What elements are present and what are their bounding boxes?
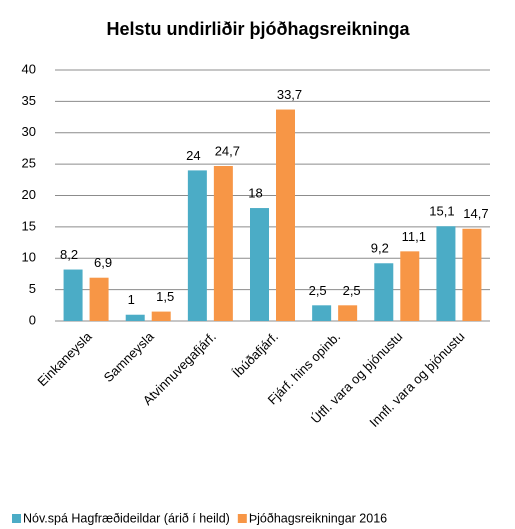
bar <box>400 251 420 321</box>
y-tick-label: 15 <box>22 218 36 233</box>
x-tick-label: Íbúðafjárf. <box>230 329 281 380</box>
x-tick-label: Samneysla <box>101 328 158 385</box>
bar <box>187 170 207 321</box>
legend-label: Nóv.spá Hagfræðideildar (árið í heild) <box>23 511 230 525</box>
data-label: 6,9 <box>94 255 112 270</box>
legend-label: Þjóðhagsreikningar 2016 <box>249 511 387 525</box>
y-tick-label: 40 <box>22 61 36 76</box>
y-tick-label: 5 <box>29 281 36 296</box>
bar <box>462 228 482 321</box>
y-tick-label: 30 <box>22 124 36 139</box>
data-label: 8,2 <box>60 247 78 262</box>
data-label: 9,2 <box>371 241 389 256</box>
y-tick-label: 35 <box>22 93 36 108</box>
y-tick-label: 20 <box>22 187 36 202</box>
data-label: 2,5 <box>309 283 327 298</box>
data-label: 33,7 <box>277 87 302 102</box>
bar <box>151 311 171 321</box>
data-label: 24,7 <box>215 143 240 158</box>
y-tick-label: 25 <box>22 156 36 171</box>
data-label: 1,5 <box>156 289 174 304</box>
legend-swatch <box>12 514 21 523</box>
data-label: 11,1 <box>402 229 426 244</box>
data-label: 24 <box>186 148 200 163</box>
bar <box>436 226 456 321</box>
legend-swatch <box>237 514 247 523</box>
data-label: 1 <box>128 292 135 307</box>
bar <box>250 208 269 321</box>
bar <box>338 305 358 321</box>
data-label: 15,1 <box>429 204 454 219</box>
bar <box>213 166 233 321</box>
y-tick-label: 0 <box>29 312 36 327</box>
bar <box>374 263 394 321</box>
x-tick-label: Einkaneysla <box>34 328 95 389</box>
data-label: 18 <box>248 185 262 200</box>
bar <box>125 314 145 321</box>
bar <box>312 305 332 321</box>
bar <box>276 109 295 321</box>
y-tick-label: 10 <box>22 250 36 265</box>
chart-title: Helstu undirliðir þjóðhagsreikninga <box>106 19 410 39</box>
data-label: 2,5 <box>343 283 361 298</box>
data-label: 14,7 <box>463 206 488 221</box>
bar <box>63 269 83 321</box>
bar <box>89 277 109 321</box>
